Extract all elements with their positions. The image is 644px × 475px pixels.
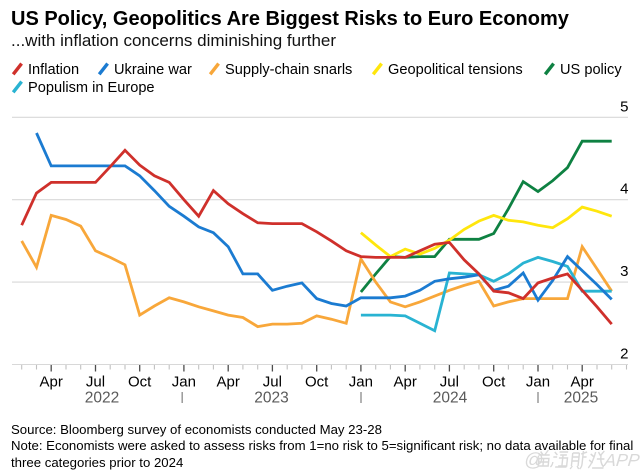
svg-text:Oct: Oct bbox=[305, 374, 329, 391]
svg-text:Oct: Oct bbox=[128, 374, 152, 391]
svg-text:Oct: Oct bbox=[482, 374, 506, 391]
svg-text:4: 4 bbox=[620, 181, 628, 198]
svg-text:2024: 2024 bbox=[433, 390, 468, 407]
svg-text:Apr: Apr bbox=[217, 374, 240, 391]
svg-text:Jan: Jan bbox=[172, 374, 196, 391]
svg-text:Jan: Jan bbox=[349, 374, 373, 391]
svg-text:Jul: Jul bbox=[263, 374, 282, 391]
svg-text:2023: 2023 bbox=[254, 390, 288, 407]
svg-text:Jul: Jul bbox=[440, 374, 459, 391]
svg-text:Jul: Jul bbox=[86, 374, 105, 391]
svg-text:5: 5 bbox=[620, 98, 628, 115]
svg-text:3: 3 bbox=[620, 263, 628, 280]
svg-text:2: 2 bbox=[620, 346, 628, 363]
svg-text:2022: 2022 bbox=[85, 390, 119, 407]
svg-text:Jan: Jan bbox=[526, 374, 550, 391]
svg-text:APP: APP bbox=[602, 450, 640, 470]
svg-text:Apr: Apr bbox=[571, 374, 594, 391]
svg-text:2025: 2025 bbox=[564, 390, 598, 407]
svg-text:Apr: Apr bbox=[40, 374, 63, 391]
svg-text:Apr: Apr bbox=[394, 374, 417, 391]
